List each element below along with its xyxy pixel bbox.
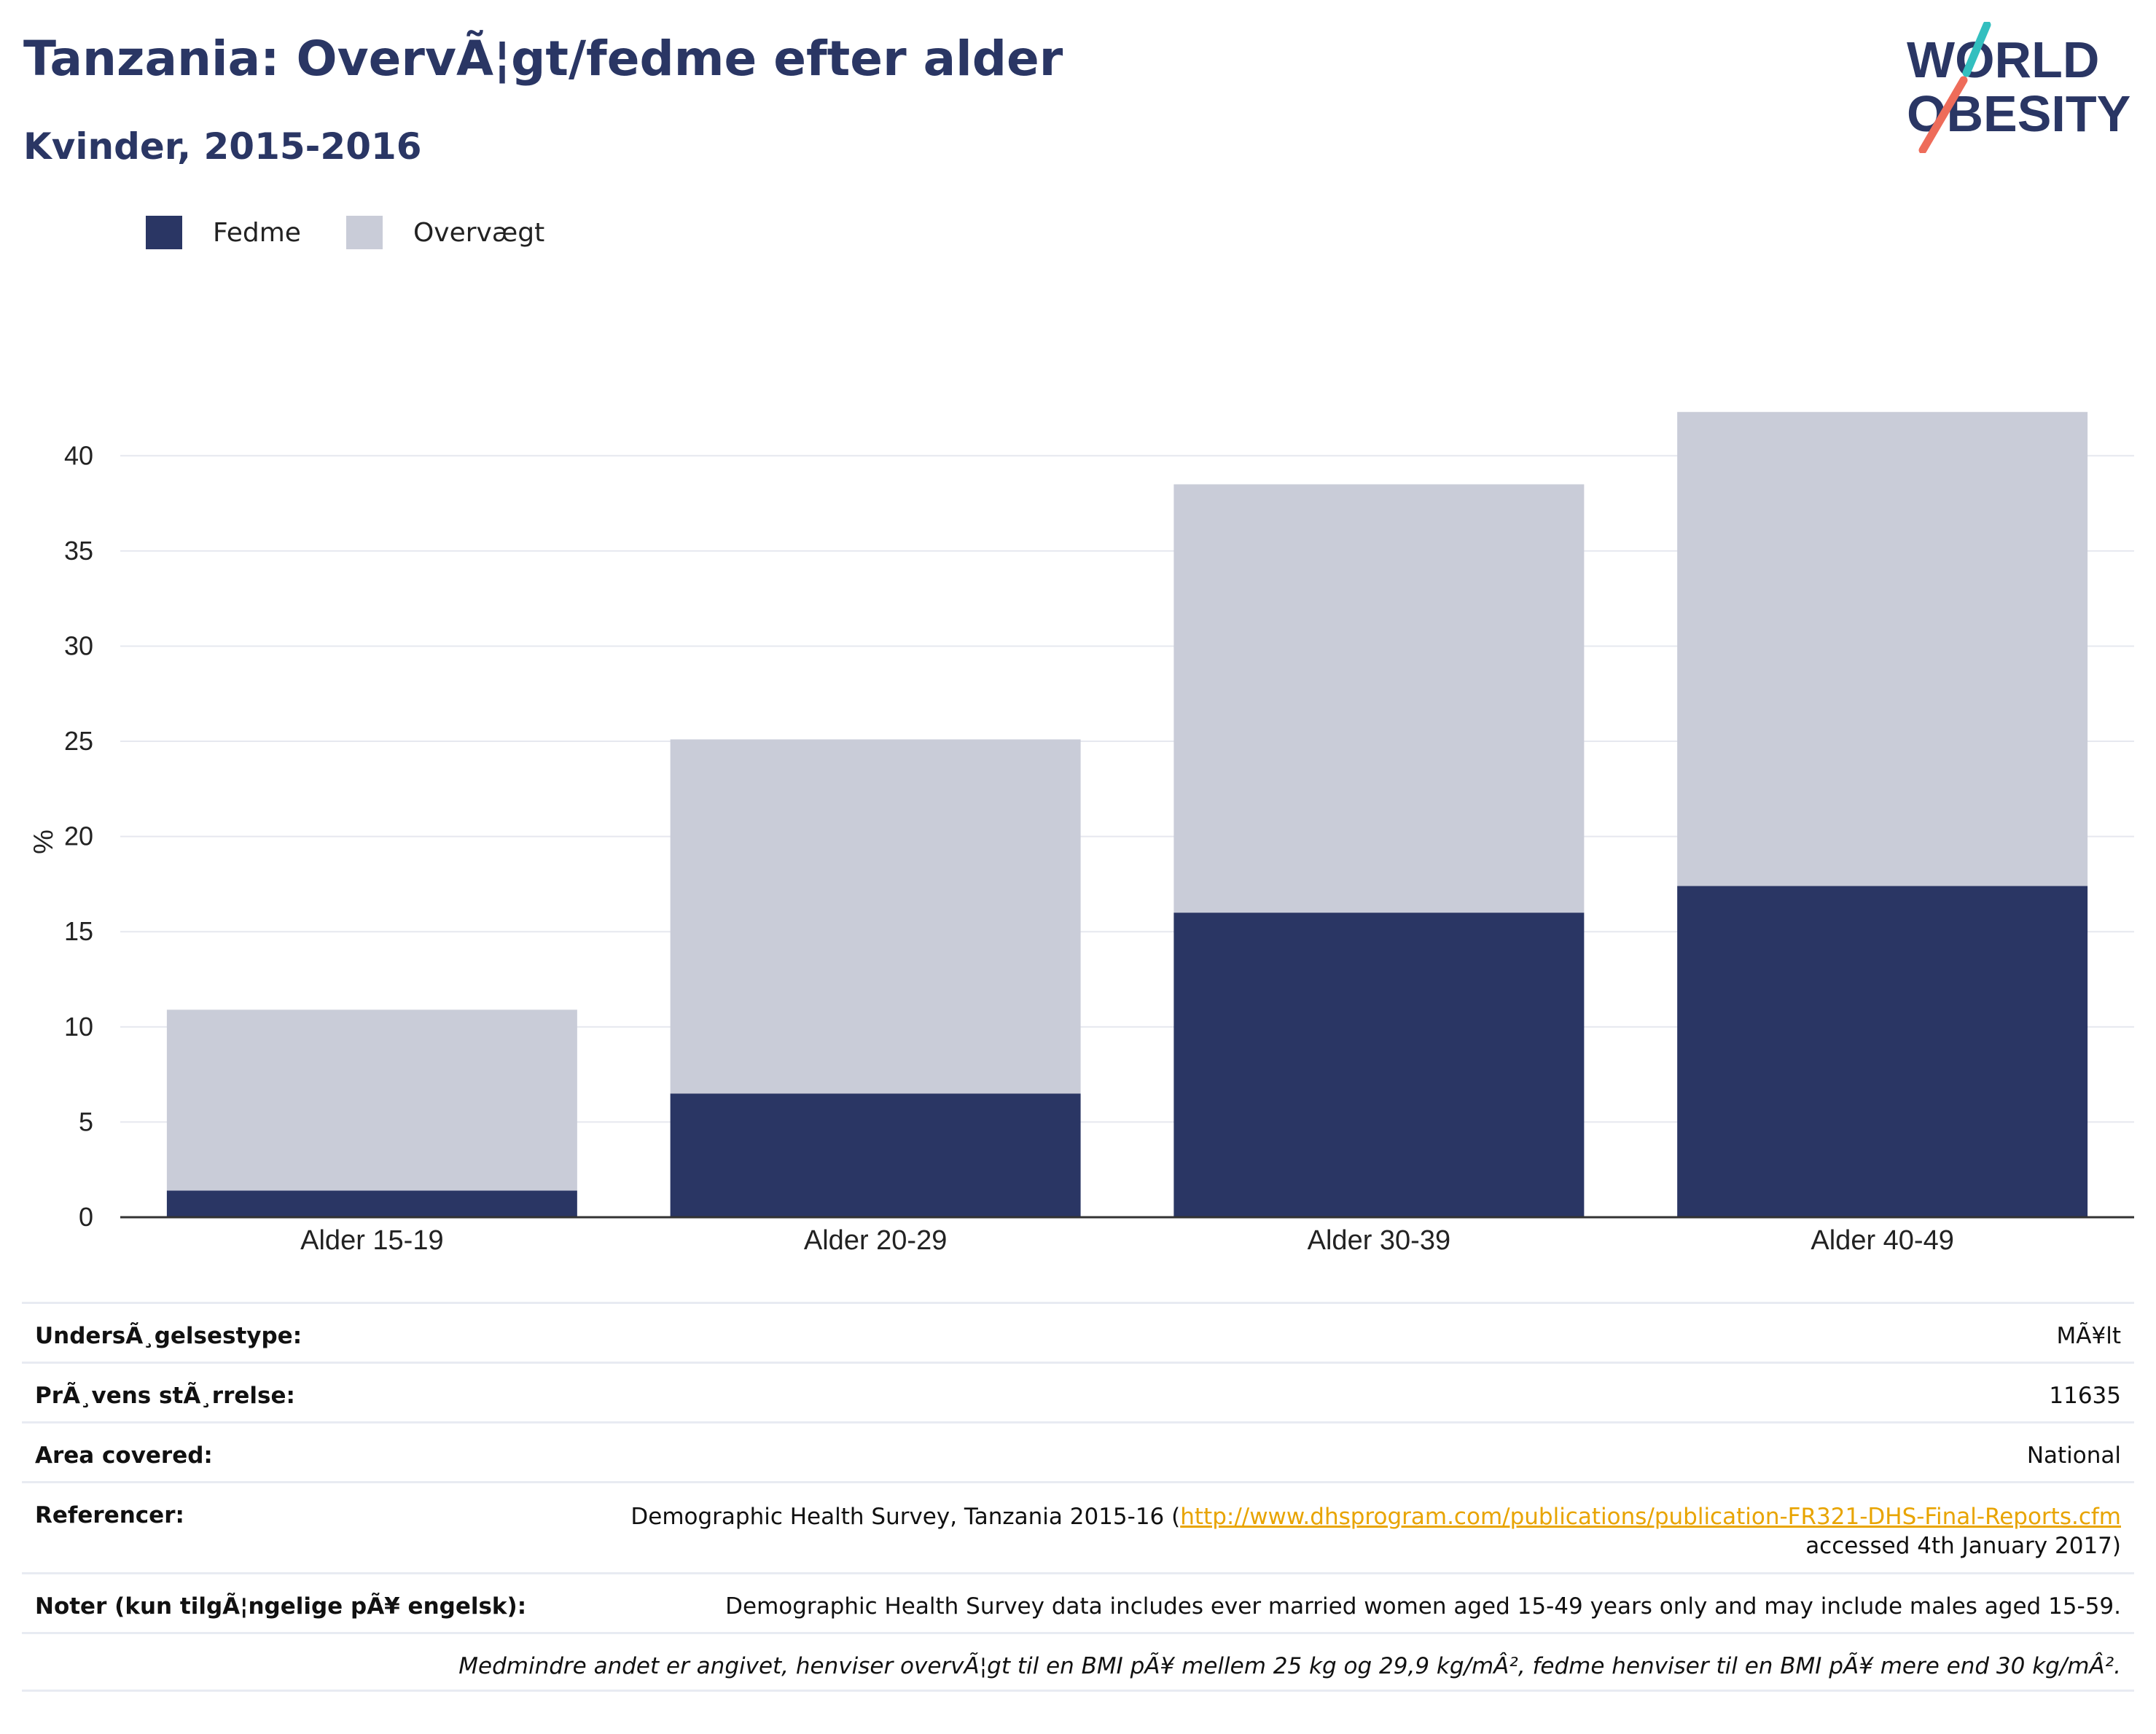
- x-tick-label: Alder 15-19: [300, 1225, 443, 1256]
- logo-slash-teal: [1962, 22, 1991, 77]
- page-subtitle: Kvinder, 2015-2016: [23, 125, 422, 168]
- info-row-notes: Noter (kun tilgÃ¦ngelige pÃ¥ engelsk): D…: [22, 1572, 2134, 1632]
- info-value: Demographic Health Survey data includes …: [725, 1593, 2121, 1620]
- info-row-sample-size: PrÃ¸vens stÃ¸rrelse: 11635: [22, 1362, 2134, 1421]
- info-row-footnote: Medmindre andet er angivet, henviser ove…: [22, 1632, 2134, 1692]
- x-tick-label: Alder 40-49: [1811, 1225, 1953, 1256]
- info-label: Noter (kun tilgÃ¦ngelige pÃ¥ engelsk):: [35, 1593, 527, 1620]
- info-value: 11635: [2049, 1383, 2121, 1409]
- x-tick-label: Alder 20-29: [804, 1225, 947, 1256]
- info-row-survey-type: UndersÃ¸gelsestype: MÃ¥lt: [22, 1302, 2134, 1362]
- reference-link[interactable]: http://www.dhsprogram.com/publications/p…: [1180, 1504, 2121, 1530]
- y-axis-ticks: 0 5 10 15 20 25 30 35 40: [64, 440, 93, 1232]
- info-label: PrÃ¸vens stÃ¸rrelse:: [35, 1383, 295, 1409]
- legend-label: Fedme: [213, 217, 301, 248]
- bar-overvaegt: [1677, 412, 2088, 886]
- info-row-area: Area covered: National: [22, 1421, 2134, 1481]
- y-axis-label: %: [28, 829, 59, 854]
- info-row-references: Referencer: Demographic Health Survey, T…: [22, 1481, 2134, 1572]
- reference-text: Demographic Health Survey, Tanzania 2015…: [630, 1504, 1181, 1530]
- y-tick-label: 30: [64, 630, 93, 660]
- y-tick-label: 40: [64, 440, 93, 470]
- y-tick-label: 0: [79, 1202, 93, 1232]
- legend-label: Overvægt: [413, 217, 545, 248]
- bars: [166, 412, 2088, 1217]
- info-label: Area covered:: [35, 1442, 213, 1469]
- bar-fedme: [1173, 913, 1585, 1217]
- legend-swatch-fedme: [146, 216, 182, 249]
- y-tick-label: 35: [64, 536, 93, 566]
- bar-overvaegt: [166, 1009, 577, 1191]
- x-tick-label: Alder 30-39: [1308, 1225, 1450, 1256]
- page-title: Tanzania: OvervÃ¦gt/fedme efter alder: [23, 31, 1063, 87]
- x-axis-ticks: Alder 15-19 Alder 20-29 Alder 30-39 Alder 4…: [300, 1225, 1954, 1256]
- y-tick-label: 25: [64, 726, 93, 756]
- world-obesity-logo: WORLD OBESITY: [1907, 22, 2130, 153]
- footnote: Medmindre andet er angivet, henviser ove…: [458, 1653, 2121, 1679]
- logo-slash-coral: [1918, 76, 1968, 153]
- legend-swatch-overvaegt: [345, 216, 383, 249]
- bar-fedme: [670, 1093, 1081, 1217]
- info-table: UndersÃ¸gelsestype: MÃ¥lt PrÃ¸vens stÃ¸r…: [22, 1302, 2134, 1692]
- y-tick-label: 10: [64, 1012, 93, 1042]
- y-tick-label: 5: [79, 1106, 93, 1136]
- info-value: National: [2026, 1442, 2121, 1469]
- legend-item-overvaegt[interactable]: Overvægt: [345, 216, 545, 249]
- info-label: Referencer:: [35, 1502, 184, 1528]
- bar-overvaegt: [670, 739, 1081, 1094]
- y-tick-label: 15: [64, 916, 93, 946]
- info-value: MÃ¥lt: [2056, 1323, 2121, 1349]
- reference-accessed: accessed 4th January 2017): [1805, 1533, 2121, 1559]
- bar-fedme: [1677, 886, 2088, 1217]
- y-tick-label: 20: [64, 821, 93, 851]
- bar-overvaegt: [1173, 484, 1585, 913]
- info-label: UndersÃ¸gelsestype:: [35, 1323, 302, 1349]
- logo-word-1: WORLD: [1907, 31, 2099, 88]
- legend-item-fedme[interactable]: Fedme: [146, 216, 301, 249]
- chart-legend: Fedme Overvægt: [146, 216, 590, 249]
- bar-fedme: [166, 1190, 577, 1217]
- info-value: Demographic Health Survey, Tanzania 2015…: [630, 1502, 2121, 1572]
